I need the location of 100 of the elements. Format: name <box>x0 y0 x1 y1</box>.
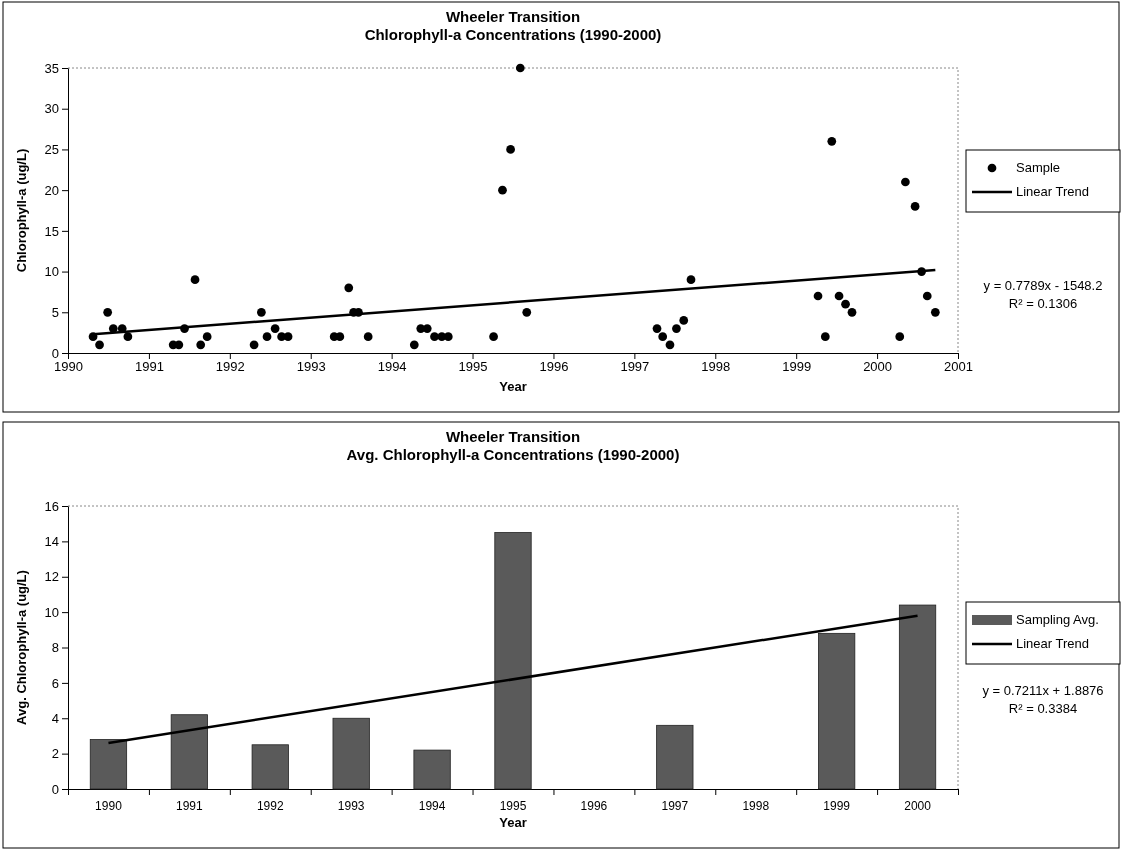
x-tick-label: 1995 <box>458 359 488 375</box>
x-tick-label: 1994 <box>377 359 407 375</box>
x-tick-label: 1998 <box>742 798 770 813</box>
chart-title: Wheeler Transition <box>445 428 581 445</box>
y-axis-title: Avg. Chlorophyll-a (ug/L) <box>14 570 29 725</box>
point <box>522 307 532 317</box>
point <box>820 332 830 342</box>
bar <box>656 724 694 790</box>
x-tick-label: 1998 <box>701 359 731 375</box>
x-tick-label: 1993 <box>337 798 365 813</box>
point <box>515 63 525 73</box>
x-tick-label: 1994 <box>418 798 446 813</box>
point <box>103 307 113 317</box>
point <box>652 324 662 333</box>
point <box>665 340 675 350</box>
bar <box>413 749 451 790</box>
y-tick-label: 16 <box>44 498 59 514</box>
chart-subtitle: Chlorophyll-a Concentrations (1990-2000) <box>364 26 662 43</box>
x-tick-label: 1999 <box>782 359 812 375</box>
point <box>422 324 432 333</box>
y-axis-title: Chlorophyll-a (ug/L) <box>14 148 29 273</box>
point <box>430 332 439 342</box>
bar <box>89 739 128 790</box>
legend-label: Linear Trend <box>1016 636 1089 651</box>
point <box>658 332 668 342</box>
y-tick-label: 0 <box>51 781 59 797</box>
point <box>257 307 266 317</box>
point <box>834 291 844 301</box>
point <box>910 202 920 211</box>
point <box>498 185 507 195</box>
bar <box>170 714 208 790</box>
point <box>506 145 515 154</box>
text: y = 0.7789x - 1548.2 <box>983 278 1103 293</box>
x-axis-title: Year <box>499 379 527 394</box>
y-tick-label: 15 <box>44 223 59 239</box>
x-tick-label: 1996 <box>539 359 569 375</box>
point <box>344 283 354 293</box>
y-tick-label: 10 <box>44 604 59 620</box>
x-tick-label: 2001 <box>944 359 973 375</box>
point <box>930 307 940 317</box>
bar <box>494 532 532 790</box>
bar <box>251 744 289 790</box>
point <box>174 340 184 350</box>
x-tick-label: 1991 <box>176 798 204 813</box>
x-tick-label: 1995 <box>499 798 527 813</box>
y-tick-label: 8 <box>51 640 59 656</box>
point <box>190 275 200 285</box>
point <box>202 332 212 342</box>
y-tick-label: 12 <box>44 569 59 585</box>
y-tick-label: 0 <box>51 345 59 361</box>
legend-label: Sampling Avg. <box>1016 612 1099 627</box>
point <box>922 291 932 301</box>
x-tick-label: 1990 <box>95 798 123 813</box>
point <box>283 332 293 342</box>
y-tick-label: 10 <box>44 264 59 280</box>
legend-label: Linear Trend <box>1016 184 1089 199</box>
x-tick-label: 1990 <box>54 359 83 375</box>
x-tick-label: 2000 <box>904 798 932 813</box>
point <box>841 299 850 309</box>
x-tick-label: 1997 <box>620 359 650 375</box>
y-tick-label: 5 <box>51 304 59 320</box>
bar <box>898 604 937 790</box>
y-tick-label: 2 <box>51 746 59 762</box>
point <box>827 136 837 146</box>
point <box>196 340 206 350</box>
x-tick-label: 1997 <box>661 798 689 813</box>
point <box>679 316 689 325</box>
point <box>249 340 259 350</box>
y-tick-label: 35 <box>44 60 59 76</box>
chart-title: Wheeler Transition <box>445 8 581 25</box>
point <box>672 324 681 333</box>
y-tick-label: 14 <box>44 534 59 550</box>
point <box>409 340 419 350</box>
point <box>95 340 104 350</box>
point <box>895 332 905 342</box>
point <box>813 291 823 301</box>
x-tick-label: 1996 <box>580 798 608 813</box>
point <box>363 332 373 342</box>
x-tick-label: 1999 <box>823 798 851 813</box>
y-tick-label: 25 <box>44 142 59 158</box>
text: R² = 0.1306 <box>1008 296 1078 311</box>
point <box>443 332 453 342</box>
chart-subtitle: Avg. Chlorophyll-a Concentrations (1990-2000) <box>346 446 680 463</box>
text: R² = 0.3384 <box>1008 701 1078 716</box>
point <box>901 177 910 187</box>
point <box>123 332 133 342</box>
bar <box>818 632 856 790</box>
text: y = 0.7211x + 1.8876 <box>982 683 1104 698</box>
point <box>262 332 272 342</box>
y-tick-label: 6 <box>51 675 59 691</box>
point <box>686 275 696 285</box>
point <box>847 307 857 317</box>
y-tick-label: 30 <box>44 101 59 117</box>
x-tick-label: 1993 <box>296 359 326 375</box>
x-tick-label: 2000 <box>863 359 893 375</box>
bar <box>332 717 370 790</box>
legend-label: Sample <box>1016 160 1061 175</box>
x-tick-label: 1992 <box>215 359 245 375</box>
point <box>270 324 280 333</box>
x-axis-title: Year <box>499 815 527 830</box>
